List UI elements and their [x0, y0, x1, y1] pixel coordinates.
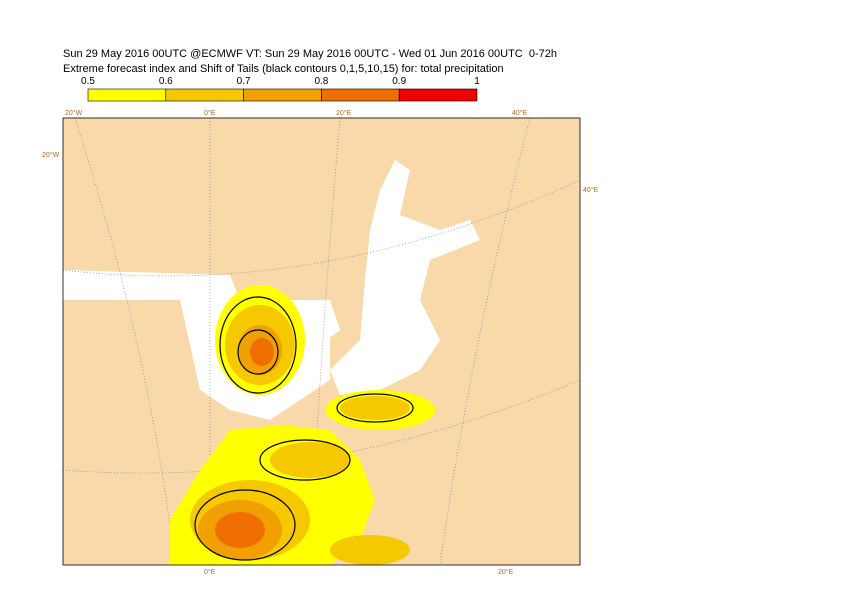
graticule-label: 20°E — [336, 109, 352, 117]
colorbar-tick-label: 0.6 — [159, 76, 173, 87]
graticule — [439, 118, 531, 565]
colorbar: 0.5 0.6 0.7 0.8 0.9 1 — [81, 76, 480, 102]
baltic-sea — [330, 160, 480, 395]
colorbar-tick-label: 1 — [474, 76, 480, 87]
graticule — [63, 179, 580, 277]
colorbar-tick-label: 0.9 — [392, 76, 406, 87]
map-frame — [62, 117, 581, 566]
graticule-label: 0°E — [204, 109, 216, 117]
colorbar-tick-label: 0.5 — [81, 76, 95, 87]
colorbar-segment — [243, 88, 322, 102]
subtitle: Extreme forecast index and Shift of Tail… — [63, 63, 504, 75]
colorbar-tick-label: 0.7 — [237, 76, 251, 87]
shift-of-tails-contours — [194, 296, 414, 561]
graticule — [74, 118, 176, 565]
colorbar-segment — [87, 88, 167, 102]
graticule-label: 40°E — [512, 109, 528, 117]
colorbar-segment — [398, 88, 478, 102]
graticule-label: 20°W — [42, 151, 60, 159]
graticule-label: 40°E — [583, 186, 599, 194]
title: Sun 29 May 2016 00UTC @ECMWF VT: Sun 29 … — [63, 48, 557, 60]
graticule-label: 20°W — [65, 109, 83, 117]
graticule — [309, 118, 341, 565]
colorbar-tick-label: 0.8 — [314, 76, 328, 87]
map — [63, 118, 580, 565]
kattegat — [300, 300, 340, 345]
colorbar-segment — [321, 88, 400, 102]
graticule-label: 20°E — [498, 568, 514, 576]
colorbar-segment — [165, 88, 244, 102]
graticule-label: 0°E — [204, 568, 216, 576]
